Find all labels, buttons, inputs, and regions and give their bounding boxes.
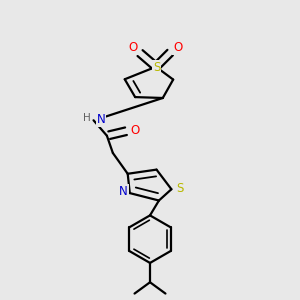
Text: N: N <box>119 185 128 198</box>
Text: S: S <box>176 182 183 195</box>
Text: H: H <box>83 113 91 124</box>
Text: O: O <box>128 41 137 54</box>
Text: O: O <box>130 124 140 136</box>
Text: S: S <box>153 61 160 74</box>
Text: N: N <box>97 113 105 126</box>
Text: O: O <box>173 41 183 54</box>
